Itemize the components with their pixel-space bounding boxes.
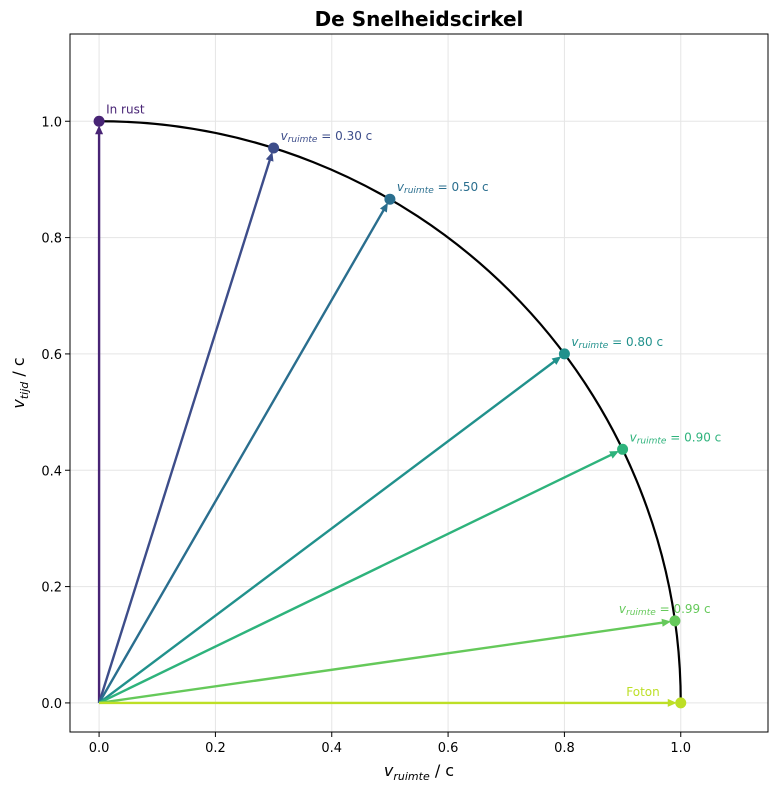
vector-label: vruimte = 0.30 c: [281, 129, 373, 145]
vector-shaft: [98, 453, 614, 704]
vector-arrowhead: [609, 451, 619, 459]
vector-arrowhead: [661, 618, 671, 627]
vector-label: vruimte = 0.90 c: [630, 430, 722, 446]
y-tick-label: 0.4: [41, 464, 62, 479]
vector-endpoint: [558, 348, 570, 360]
chart-title: De Snelheidscirkel: [315, 7, 524, 31]
vector-label: In rust: [106, 102, 145, 116]
velocity-circle-arc: [99, 120, 682, 703]
x-tick-label: 0.6: [438, 741, 459, 756]
vector-shaft: [98, 208, 386, 704]
vector-labels: In rust vruimte = 0.30 c vruimte = 0.50 c v…: [106, 102, 721, 699]
x-tick-label: 0.4: [321, 741, 342, 756]
vector-label: vruimte = 0.99 c: [619, 602, 711, 618]
grid: [70, 34, 768, 732]
vector-arrowhead: [379, 202, 388, 213]
y-tick-label: 0.0: [41, 697, 62, 712]
x-tick-label: 0.0: [89, 741, 110, 756]
axis-ticks: 0.0 0.2 0.4 0.6 0.8 1.0 0.0 0.2 0.4 0.6 0.8 1.0: [41, 115, 691, 756]
vector-endpoint: [675, 697, 687, 709]
vector-arrowhead: [551, 356, 562, 365]
vector-shaft: [98, 359, 557, 704]
x-tick-label: 0.2: [205, 741, 226, 756]
vector-arrowhead: [95, 125, 104, 135]
y-axis-label: vtijd / c: [9, 357, 31, 408]
vector-label: vruimte = 0.80 c: [571, 335, 663, 351]
vector-endpoint: [617, 443, 629, 455]
y-tick-label: 0.2: [41, 581, 62, 596]
vector-endpoint: [93, 115, 105, 127]
x-tick-label: 1.0: [670, 741, 691, 756]
x-tick-label: 0.8: [554, 741, 575, 756]
x-axis-label: vruimte / c: [384, 761, 454, 783]
vector-endpoint: [268, 142, 280, 154]
y-tick-label: 0.6: [41, 348, 62, 363]
vector-label: vruimte = 0.50 c: [397, 180, 489, 196]
vector-shaft: [97, 158, 272, 704]
vector-arrowhead: [265, 151, 274, 162]
vector-shaft: [98, 621, 665, 705]
y-tick-label: 1.0: [41, 115, 62, 130]
vector-arrowhead: [667, 698, 677, 707]
vector-endpoint: [669, 615, 681, 627]
y-tick-label: 0.8: [41, 232, 62, 247]
vector-endpoint: [384, 193, 396, 205]
plot-frame: [69, 33, 769, 733]
velocity-vectors: [93, 115, 687, 709]
vector-label: Foton: [626, 685, 659, 699]
